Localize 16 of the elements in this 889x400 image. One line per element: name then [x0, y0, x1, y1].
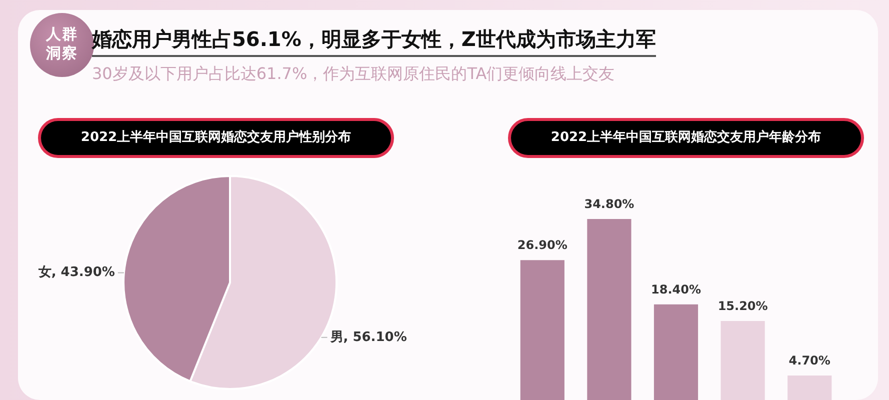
slice-label: 女, 43.90% [37, 265, 115, 280]
chart-title: 2022上半年中国互联网婚恋交友用户性别分布 [38, 118, 394, 158]
text: 30岁及以下用户占比达61.7%，作为互联网原住民的TA们更倾向线上交友 [92, 64, 615, 85]
data-label: 15.20% [718, 299, 768, 314]
bar [587, 219, 632, 400]
bar [788, 376, 832, 400]
text: 人群洞察 [46, 25, 78, 62]
bar [654, 304, 698, 400]
data-label: 34.80% [584, 197, 634, 212]
data-label: 18.40% [651, 282, 701, 296]
bar [520, 260, 564, 400]
data-label: 26.90% [517, 238, 568, 252]
data-label: 4.70% [788, 354, 830, 368]
chart-title: 2022上半年中国互联网婚恋交友用户年龄分布 [508, 118, 864, 158]
slice-label: 男, 56.10% [329, 330, 407, 345]
bar [720, 320, 765, 400]
